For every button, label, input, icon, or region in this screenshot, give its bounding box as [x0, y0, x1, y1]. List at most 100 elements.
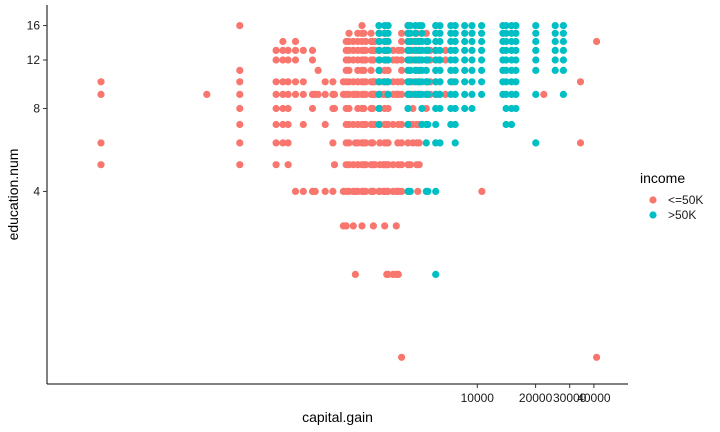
data-point [329, 139, 337, 147]
data-point [291, 187, 300, 195]
y-axis-title: education.num [5, 149, 21, 241]
data-point [502, 120, 510, 129]
data-point [502, 66, 510, 74]
data-point [398, 353, 406, 361]
data-point [404, 104, 412, 113]
data-point [291, 37, 300, 46]
data-point [279, 78, 287, 86]
data-point [451, 139, 459, 147]
data-point [424, 90, 432, 98]
data-point [404, 120, 412, 129]
data-point [406, 187, 414, 195]
data-point [362, 90, 370, 98]
data-point [272, 104, 280, 113]
data-point [384, 56, 392, 64]
data-point [512, 37, 520, 46]
data-point [308, 56, 317, 64]
data-point [468, 104, 476, 113]
data-point [291, 46, 300, 55]
data-point [451, 46, 459, 55]
data-point [502, 90, 510, 98]
data-point [284, 161, 292, 169]
data-point [291, 78, 300, 86]
data-point [436, 37, 444, 46]
data-point [389, 161, 397, 169]
data-point [436, 90, 444, 98]
data-point [436, 66, 444, 74]
data-point [284, 139, 292, 147]
data-point [384, 90, 392, 98]
data-point [375, 90, 383, 98]
data-point [362, 120, 370, 129]
data-point [441, 90, 450, 98]
data-point [424, 78, 432, 86]
data-point [362, 46, 370, 55]
data-point [330, 161, 339, 169]
data-point [284, 78, 292, 86]
data-point [424, 37, 432, 46]
data-point [362, 78, 370, 86]
data-point [272, 90, 280, 98]
data-point [384, 22, 392, 30]
data-point [358, 22, 366, 30]
data-point [532, 90, 540, 98]
data-point [398, 161, 406, 169]
data-point [451, 90, 459, 98]
legend-key [649, 196, 657, 204]
data-point [384, 78, 392, 86]
data-point [551, 37, 559, 46]
data-point [279, 90, 287, 98]
data-point [559, 90, 568, 98]
data-point [236, 22, 244, 30]
data-point [576, 78, 585, 86]
data-point [284, 90, 292, 98]
data-point [299, 46, 307, 55]
data-point [236, 90, 244, 98]
data-point [369, 187, 377, 195]
data-point [436, 104, 444, 113]
data-point [422, 66, 430, 74]
data-point [551, 29, 559, 37]
data-point [291, 90, 300, 98]
data-point [502, 46, 510, 55]
data-point [375, 66, 383, 74]
data-point [468, 56, 476, 64]
data-point [436, 56, 444, 64]
data-point [384, 120, 392, 129]
data-point [362, 161, 370, 169]
data-point [418, 22, 426, 30]
data-point [375, 46, 383, 55]
data-point [461, 104, 469, 113]
data-point [342, 222, 350, 230]
data-point [279, 56, 287, 64]
data-point [451, 37, 459, 46]
data-point [478, 37, 486, 46]
data-point [384, 37, 392, 46]
data-point [451, 66, 459, 74]
data-point [532, 139, 540, 147]
data-point [272, 56, 280, 64]
data-point [384, 29, 392, 37]
data-point [330, 104, 339, 113]
data-point [321, 78, 329, 86]
data-point [512, 90, 520, 98]
data-point [362, 56, 370, 64]
data-point [461, 66, 469, 74]
data-point [415, 139, 423, 147]
data-point [236, 139, 244, 147]
data-point [284, 104, 292, 113]
data-point [478, 22, 486, 30]
legend-title: income [640, 170, 685, 186]
data-point [441, 56, 450, 64]
data-point [415, 161, 423, 169]
data-point [375, 120, 383, 129]
data-point [394, 270, 402, 278]
data-point [362, 37, 370, 46]
data-point [532, 56, 540, 64]
data-point [299, 187, 307, 195]
data-point [272, 46, 280, 55]
data-point [272, 120, 280, 129]
data-point [468, 90, 476, 98]
data-point [375, 22, 383, 30]
